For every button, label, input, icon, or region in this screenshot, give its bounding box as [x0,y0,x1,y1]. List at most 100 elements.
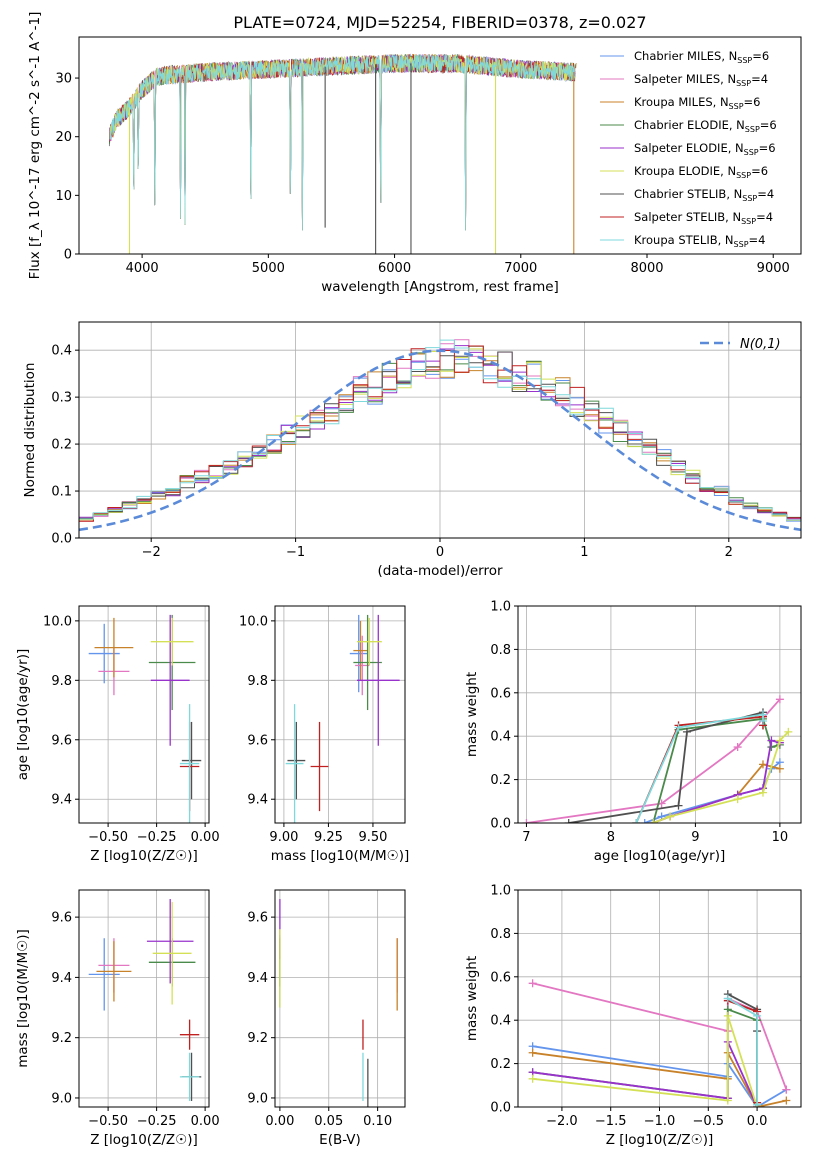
legend-value: =6 [744,95,761,109]
y-axis-label: Normed distribution [22,363,38,498]
legend-subscript: SSP [737,56,752,65]
data-point-marker [723,994,732,1003]
data-point-marker [767,736,776,745]
figure-title: PLATE=0724, MJD=52254, FIBERID=0378, z=0… [233,13,646,32]
data-point-marker [682,727,691,736]
plot-area-mass_vs_Z [88,899,202,1101]
legend-value: =6 [760,118,777,132]
data-point-marker [753,1011,762,1020]
y-tick-label: 9.6 [51,911,72,926]
x-tick-label: 8 [607,830,615,845]
legend-subscript: SSP [736,171,751,180]
x-tick-label: −1.5 [595,1114,627,1129]
x-tick-label: −1 [286,545,305,560]
data-point-marker [733,795,742,804]
x-axis-label: Z [log10(Z/Z☉)] [606,1132,714,1148]
y-tick-label: 0.2 [490,773,511,788]
y-tick-label: 0.3 [51,391,72,406]
data-point-marker [666,812,675,821]
axes-residuals: −2 −1 0 1 2 0.0 0.1 0.2 0.3 0.4 (data-model)/error… [22,321,802,579]
y-tick-label: 0.4 [490,730,511,745]
data-point-marker [758,717,767,726]
plot-area-spectrum [108,53,577,254]
data-point-marker [775,736,784,745]
data-point-marker [632,819,641,823]
data-point-marker [758,760,767,769]
cumulative-series-line [526,698,781,823]
y-tick-label: 0.2 [490,1057,511,1072]
x-tick-label: 9 [691,830,699,845]
legend-label: Kroupa MILES, NSSP=6 [634,95,760,111]
y-tick-label: 0.4 [51,344,72,359]
legend-value: =6 [751,164,768,178]
legend-subscript: SSP [736,79,751,88]
y-tick-label: 30 [55,72,72,87]
x-tick-label: 7000 [504,261,537,276]
legend-label: Salpeter MILES, NSSP=4 [634,72,768,88]
legend-subscript: SSP [741,217,756,226]
data-point-marker [782,1085,791,1094]
axes-mass_vs_Z: −0.50 −0.25 0.00 9.0 9.2 9.4 9.6 Z [log10(Z/Z☉)… [15,889,220,1148]
data-point-marker [723,1096,732,1105]
axes-age_vs_Z: −0.50 −0.25 0.00 9.4 9.6 9.8 10.0 Z [log10(Z/Z☉… [15,605,220,864]
histogram-series [79,339,801,521]
y-axis-label: Flux [f_λ 10^-17 erg cm^-2 s^-1 A^-1] [27,12,43,280]
x-tick-label: 7 [522,830,530,845]
x-tick-label: 0.00 [191,1114,220,1129]
x-tick-label: 9.00 [269,830,298,845]
x-tick-label: 0.00 [191,830,220,845]
plot-area-residuals [79,339,801,532]
y-tick-label: 9.4 [51,971,72,986]
data-point-marker [674,801,683,810]
axes-age_vs_mass: 9.00 9.25 9.50 9.4 9.6 9.8 10.0 mass [log10(M/M… [239,605,409,864]
data-point-marker [674,723,683,732]
y-tick-label: 9.2 [51,1031,72,1046]
legend-text: Chabrier MILES, N [634,49,737,63]
x-axis-label: age [log10(age/yr)] [594,848,726,864]
data-point-marker [758,788,767,797]
legend-text: Salpeter MILES, N [634,72,736,86]
y-tick-label: 9.6 [51,733,72,748]
data-point-marker [753,1100,762,1107]
data-point-marker [640,819,649,823]
legend-value: =6 [752,49,769,63]
data-point-marker [775,695,784,704]
axes-frame [517,605,802,824]
y-axis-label: mass weight [464,956,480,1041]
x-tick-label: 0.0 [747,1114,768,1129]
y-tick-label: 9.4 [247,971,268,986]
data-point-marker [649,819,658,823]
legend-subscript: SSP [744,148,759,157]
axes-frame [78,36,802,255]
legend-label: Salpeter STELIB, NSSP=4 [634,210,773,226]
legend-text: Kroupa ELODIE, N [634,164,736,178]
axes-cumulative_mass_vs_Z: −2.0 −1.5 −1.0 −0.5 0.0 0.0 0.2 0.4 0.6 0.8 1.0 Z [… [464,884,802,1148]
y-tick-label: 9.8 [247,674,268,689]
axes-frame [78,889,210,1108]
data-point-marker [522,819,531,823]
legend-subscript: SSP [742,194,757,203]
x-tick-label: 8000 [630,261,663,276]
x-tick-label: −0.5 [693,1114,725,1129]
legend-label: N(0,1) [740,337,781,352]
y-tick-label: 1.0 [490,600,511,615]
histogram-series [79,345,801,522]
y-tick-label: 9.6 [247,733,268,748]
plots-layer: 4000 5000 6000 7000 8000 90000102030wavelengt… [15,12,802,1148]
x-tick-label: 9.25 [314,830,343,845]
y-tick-label: 0.8 [490,927,511,942]
y-tick-label: 0.0 [490,817,511,832]
legend-label: Chabrier ELODIE, NSSP=6 [634,118,777,134]
y-tick-label: 0.6 [490,970,511,985]
x-tick-label: 9000 [757,261,790,276]
y-tick-label: 10 [55,189,72,204]
legend-label: Salpeter ELODIE, NSSP=6 [634,141,776,157]
data-point-marker [564,819,573,823]
x-tick-label: 0.10 [363,1114,392,1129]
x-tick-label: −2.0 [546,1114,578,1129]
x-axis-label: E(B-V) [319,1132,361,1148]
data-point-marker [782,1096,791,1105]
x-axis-label: Z [log10(Z/Z☉)] [90,848,198,864]
legend-label: Kroupa ELODIE, NSSP=6 [634,164,768,180]
y-tick-label: 9.4 [247,793,268,808]
